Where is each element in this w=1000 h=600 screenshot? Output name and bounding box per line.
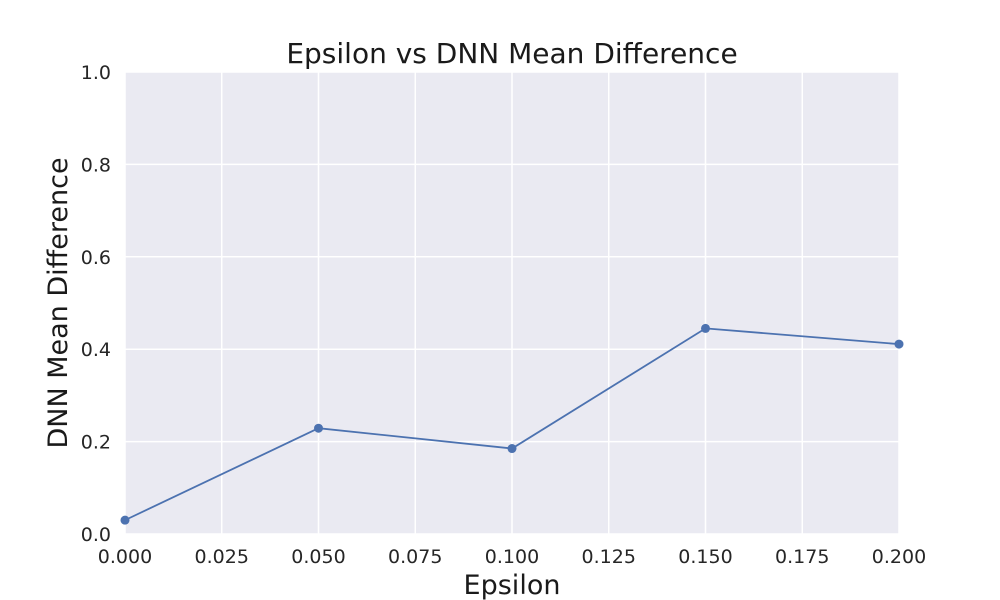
- y-axis-label: DNN Mean Difference: [43, 157, 74, 448]
- x-tick-label: 0.200: [872, 546, 926, 568]
- x-tick-label: 0.075: [388, 546, 442, 568]
- y-tick-label: 0.4: [81, 339, 111, 361]
- y-tick-label: 0.8: [81, 154, 111, 176]
- x-tick-label: 0.000: [98, 546, 152, 568]
- x-axis-label: Epsilon: [464, 570, 561, 600]
- tick-labels: 0.000 0.025 0.050 0.075 0.100 0.125 0.150 0.175…: [81, 62, 926, 568]
- x-tick-label: 0.150: [678, 546, 732, 568]
- x-tick-label: 0.125: [582, 546, 636, 568]
- x-tick-label: 0.050: [291, 546, 345, 568]
- data-point: [314, 423, 323, 433]
- data-point: [701, 323, 710, 333]
- x-tick-label: 0.100: [485, 546, 539, 568]
- grid-lines: [124, 71, 900, 535]
- data-point: [507, 444, 517, 454]
- y-tick-label: 0.6: [81, 247, 111, 269]
- series-layer: [120, 323, 904, 525]
- x-tick-label: 0.025: [195, 546, 249, 568]
- y-tick-label: 0.2: [81, 432, 111, 454]
- chart-title: Epsilon vs DNN Mean Difference: [286, 37, 737, 70]
- data-point: [894, 339, 904, 349]
- x-tick-label: 0.175: [775, 546, 829, 568]
- y-tick-label: 0.0: [81, 524, 111, 546]
- y-tick-label: 1.0: [81, 62, 111, 84]
- data-point: [120, 515, 130, 525]
